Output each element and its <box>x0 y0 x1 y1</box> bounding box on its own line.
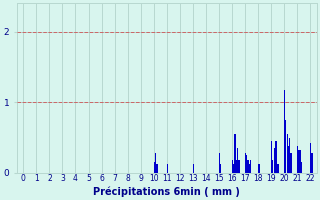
Bar <box>297 146 298 173</box>
Bar <box>289 138 291 173</box>
Bar <box>250 160 251 173</box>
Bar <box>272 160 274 173</box>
Bar <box>301 162 302 173</box>
Bar <box>245 153 246 173</box>
Bar <box>298 150 300 173</box>
Bar <box>271 141 272 173</box>
Bar <box>259 164 260 173</box>
Bar <box>276 141 277 173</box>
Bar <box>167 164 168 173</box>
Bar <box>233 164 234 173</box>
Bar <box>288 146 289 173</box>
Bar <box>287 134 288 173</box>
Bar <box>193 164 194 173</box>
Bar <box>156 164 157 173</box>
Bar <box>300 150 301 173</box>
Bar <box>310 143 311 173</box>
Bar <box>284 90 285 173</box>
Bar <box>291 153 292 173</box>
Bar <box>232 160 233 173</box>
Bar <box>258 164 259 173</box>
Bar <box>154 162 155 173</box>
Bar <box>219 153 220 173</box>
Bar <box>249 164 250 173</box>
Bar <box>285 120 286 173</box>
Bar <box>275 141 276 173</box>
Bar <box>238 160 240 173</box>
Bar <box>237 148 238 173</box>
Bar <box>311 153 313 173</box>
Bar <box>246 155 247 173</box>
X-axis label: Précipitations 6min ( mm ): Précipitations 6min ( mm ) <box>93 186 240 197</box>
Bar <box>274 148 275 173</box>
Bar <box>235 134 236 173</box>
Bar <box>247 160 249 173</box>
Bar <box>155 153 156 173</box>
Bar <box>236 160 237 173</box>
Bar <box>277 164 279 173</box>
Bar <box>220 164 221 173</box>
